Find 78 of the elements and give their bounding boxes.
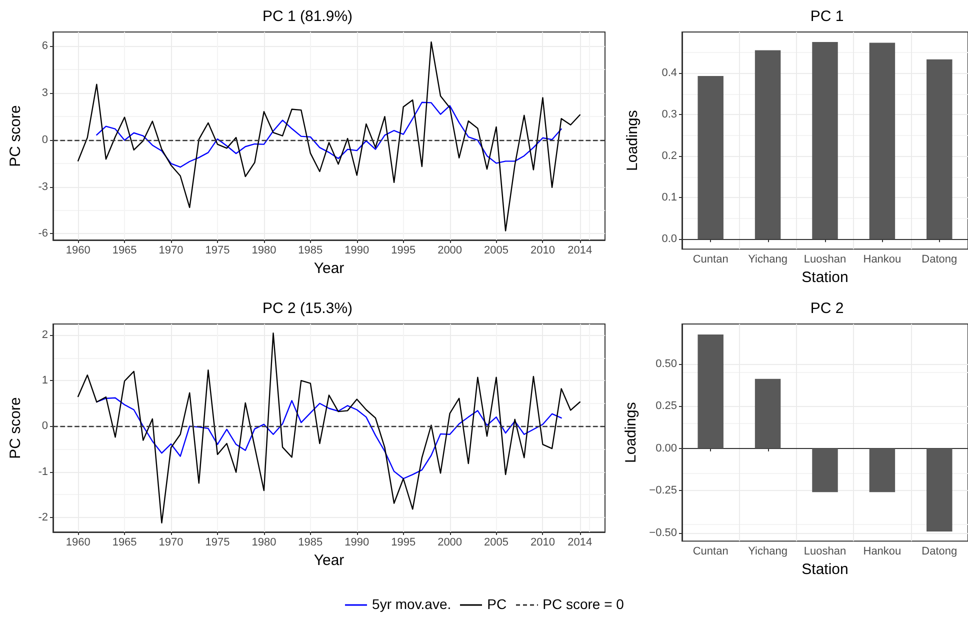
- x-tick-label: 1975: [205, 536, 230, 548]
- x-tick-label: Cuntan: [692, 546, 728, 558]
- x-tick-label: 1990: [344, 244, 370, 256]
- y-tick-label: 1: [42, 374, 48, 387]
- x-tick-label: 1965: [112, 536, 137, 548]
- y-tick-label: 0.00: [656, 442, 677, 454]
- bar: [698, 334, 724, 448]
- legend-label: 5yr mov.ave.: [372, 596, 452, 612]
- x-tick-label: Cuntan: [692, 254, 728, 266]
- y-tick-label: 6: [42, 40, 48, 52]
- y-tick-label: −0.25: [649, 484, 677, 497]
- y-tick-label: 0.0: [662, 233, 677, 246]
- line-series: [96, 102, 562, 168]
- y-axis-title: Loadings: [624, 110, 641, 171]
- chart-title: PC 1 (81.9%): [262, 8, 353, 25]
- x-axis-title: Station: [802, 269, 848, 286]
- x-tick-label: 2000: [438, 244, 462, 256]
- y-tick-label: 0.25: [656, 400, 677, 412]
- x-tick-label: 2014: [568, 244, 592, 256]
- x-tick-label: 1970: [158, 536, 184, 548]
- y-tick-label: -3: [38, 180, 48, 193]
- x-tick-label: Datong: [922, 254, 958, 266]
- line-series: [77, 41, 581, 232]
- x-tick-label: 1960: [66, 536, 90, 548]
- y-tick-label: 3: [42, 86, 48, 99]
- y-tick-label: 0.50: [656, 358, 677, 370]
- y-axis-title: PC score: [7, 105, 24, 167]
- x-tick-label: Hankou: [863, 546, 902, 558]
- x-axis-title: Year: [314, 260, 344, 277]
- y-tick-label: 0: [42, 134, 48, 146]
- x-tick-label: Datong: [922, 546, 958, 558]
- y-tick-label: 0.2: [662, 150, 677, 162]
- y-tick-label: 0.3: [662, 108, 677, 121]
- y-axis-title: PC score: [7, 397, 24, 459]
- bar: [812, 448, 838, 492]
- x-tick-label: Yichang: [748, 546, 788, 558]
- x-tick-label: 1965: [112, 244, 137, 256]
- x-tick-label: Luoshan: [804, 546, 846, 558]
- x-tick-label: 1980: [252, 244, 276, 256]
- y-tick-label: -6: [38, 228, 48, 240]
- y-tick-label: −0.50: [649, 526, 677, 539]
- x-tick-label: 1975: [205, 244, 230, 256]
- x-tick-label: 1970: [158, 244, 184, 256]
- x-tick-label: Hankou: [863, 254, 902, 266]
- y-axis-title: Loadings: [622, 402, 640, 463]
- legend-label: PC score = 0: [542, 596, 624, 612]
- x-tick-label: 2014: [568, 536, 592, 548]
- x-tick-label: 2005: [484, 244, 509, 256]
- x-tick-label: Luoshan: [804, 254, 846, 266]
- x-tick-label: 1960: [66, 244, 90, 256]
- x-tick-label: Yichang: [748, 254, 788, 266]
- legend-label: PC: [487, 596, 507, 612]
- x-tick-label: 1990: [344, 536, 370, 548]
- x-tick-label: 2010: [530, 536, 555, 548]
- x-tick-label: 1985: [298, 536, 323, 548]
- y-tick-label: -1: [38, 466, 48, 478]
- x-axis-title: Station: [802, 561, 848, 578]
- chart-title: PC 2: [810, 300, 844, 317]
- x-tick-label: 2000: [438, 536, 462, 548]
- y-tick-label: -2: [38, 511, 48, 524]
- x-axis-title: Year: [314, 552, 344, 569]
- bar: [869, 448, 896, 492]
- bar: [754, 378, 781, 448]
- x-tick-label: 2005: [484, 536, 509, 548]
- x-tick-label: 1985: [298, 244, 323, 256]
- x-tick-label: 1995: [391, 244, 416, 256]
- x-tick-label: 1980: [252, 536, 276, 548]
- y-tick-label: 0: [42, 420, 48, 432]
- bar: [926, 448, 952, 532]
- y-tick-label: 0.1: [662, 192, 677, 204]
- line-series: [96, 397, 562, 480]
- chart-title: PC 2 (15.3%): [262, 300, 353, 317]
- chart-title: PC 1: [810, 8, 844, 25]
- line-series: [77, 332, 581, 524]
- x-tick-label: 1995: [391, 536, 416, 548]
- y-tick-label: 2: [42, 328, 48, 341]
- y-tick-label: 0.4: [662, 67, 677, 80]
- x-tick-label: 2010: [530, 244, 555, 256]
